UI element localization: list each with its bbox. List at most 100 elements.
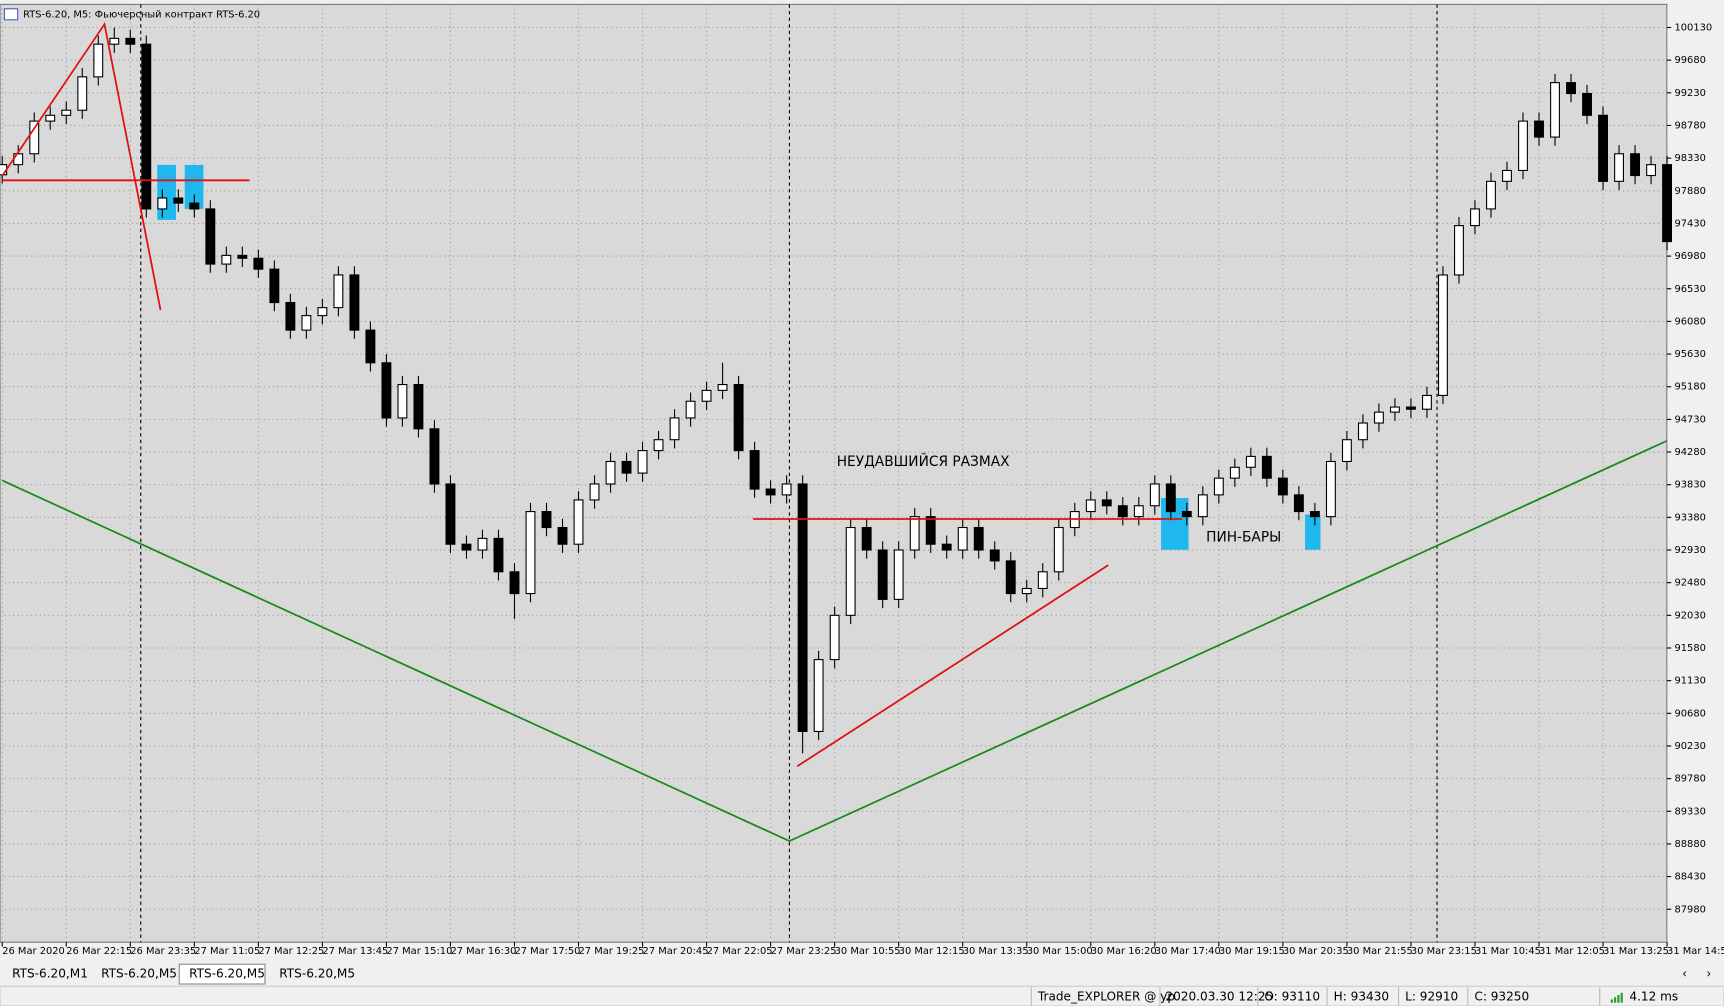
candle-body xyxy=(1229,466,1240,479)
highlight-box xyxy=(157,164,176,220)
candle-body xyxy=(1405,406,1416,410)
y-tick-label: 96980 xyxy=(1674,251,1705,262)
status-ping: 4.12 ms xyxy=(1629,990,1678,1004)
candle-body xyxy=(1357,422,1368,441)
candle-body xyxy=(477,537,488,551)
candle-body xyxy=(541,511,552,529)
candle-body xyxy=(1197,494,1208,518)
status-close: C: 93250 xyxy=(1474,990,1529,1004)
candle-body xyxy=(797,483,808,733)
candle-body xyxy=(701,389,712,402)
candle-body xyxy=(1245,455,1256,468)
candles xyxy=(0,27,1673,754)
candle-body xyxy=(1566,82,1576,95)
y-tick-label: 100130 xyxy=(1674,22,1712,33)
x-tick-label: 27 Mar 20:45 xyxy=(643,946,709,957)
plot-area xyxy=(0,3,1668,943)
candle-body xyxy=(1085,499,1096,513)
status-low: L: 92910 xyxy=(1405,990,1458,1004)
candle-body xyxy=(1213,477,1224,496)
candle-body xyxy=(1646,164,1657,177)
green-trend-line xyxy=(1,440,1668,843)
candle-body xyxy=(397,384,408,419)
candle-body xyxy=(925,516,936,545)
x-tick-label: 30 Mar 19:15 xyxy=(1219,946,1285,957)
x-tick-label: 30 Mar 16:20 xyxy=(1091,946,1157,957)
y-tick-label: 96530 xyxy=(1674,284,1705,295)
y-tick-label: 90230 xyxy=(1674,741,1705,752)
candle-body xyxy=(1454,225,1464,276)
tab[interactable]: RTS-6.20,M1 xyxy=(12,967,88,981)
candle-body xyxy=(381,362,392,419)
candle-body xyxy=(621,460,632,474)
chart-title: RTS-6.20, M5: Фьючерсный контракт RTS-6.… xyxy=(23,9,260,20)
candle-body xyxy=(1101,499,1112,507)
tab-bar xyxy=(0,963,1724,986)
x-tick-label: 27 Mar 23:25 xyxy=(771,946,837,957)
candle-body xyxy=(1582,92,1592,116)
candle-body xyxy=(125,37,136,45)
candle-body xyxy=(669,417,680,441)
candle-body xyxy=(1438,274,1448,396)
candle-body xyxy=(1133,505,1144,518)
x-tick-label: 31 Mar 14:50 xyxy=(1667,946,1724,957)
candle-body xyxy=(941,543,952,551)
candle-body xyxy=(1598,114,1608,182)
x-tick-label: 30 Mar 10:55 xyxy=(835,946,901,957)
candle-body xyxy=(573,499,584,545)
x-tick-label: 27 Mar 13:45 xyxy=(322,946,388,957)
tab-active[interactable] xyxy=(178,963,266,985)
candle-body xyxy=(1421,394,1432,410)
candle-body xyxy=(829,614,840,661)
x-tick-label: 30 Mar 15:00 xyxy=(1027,946,1093,957)
y-tick-label: 93380 xyxy=(1674,512,1705,523)
status-account: Trade_EXPLORER @ ур xyxy=(1037,990,1175,1004)
candle-body xyxy=(109,37,120,45)
tab-scroll[interactable]: › xyxy=(1706,967,1711,981)
candle-body xyxy=(1117,505,1128,518)
candle-body xyxy=(493,537,504,573)
candle-body xyxy=(237,254,248,259)
candle-body xyxy=(189,202,200,210)
x-tick-label: 30 Mar 23:15 xyxy=(1411,946,1477,957)
candle-body xyxy=(653,439,664,452)
y-tick-label: 94280 xyxy=(1674,447,1705,458)
candle-body xyxy=(525,511,536,595)
candle-body xyxy=(301,315,312,331)
y-tick-label: 92030 xyxy=(1674,610,1705,621)
signal-icon xyxy=(1610,992,1623,1003)
candle-body xyxy=(1293,494,1304,513)
red-trend-line xyxy=(1,21,162,311)
candle-body xyxy=(1181,511,1192,518)
y-tick-label: 93830 xyxy=(1674,480,1705,491)
candle-body xyxy=(1341,439,1352,463)
axes: 100130 99680 99230 98780 98330 97880 97430 9698… xyxy=(1,22,1724,957)
candle-body xyxy=(765,488,776,496)
x-tick-label: 26 Mar 23:35 xyxy=(130,946,196,957)
candle-body xyxy=(285,301,296,331)
status-dividers xyxy=(1030,987,1601,1006)
trend-lines xyxy=(1,21,1668,843)
y-tick-label: 89330 xyxy=(1674,806,1705,817)
y-tick-label: 89780 xyxy=(1674,774,1705,785)
candle-body xyxy=(317,307,328,317)
tab[interactable]: RTS-6.20,M5 xyxy=(101,967,177,981)
candle-body xyxy=(909,516,920,551)
y-tick-label: 92930 xyxy=(1674,545,1705,556)
candle-body xyxy=(429,428,440,485)
tab-scroll[interactable]: ‹ xyxy=(1682,967,1687,981)
candle-body xyxy=(813,659,824,733)
tab[interactable]: RTS-6.20,M5 xyxy=(189,967,265,981)
candle-body xyxy=(605,460,616,485)
candle-body xyxy=(845,526,856,616)
candle-body xyxy=(461,543,472,551)
y-tick-label: 95630 xyxy=(1674,349,1705,360)
candle-body xyxy=(973,526,984,551)
x-tick-label: 27 Mar 11:05 xyxy=(194,946,260,957)
y-tick-label: 96080 xyxy=(1674,316,1705,327)
tab[interactable]: RTS-6.20,M5 xyxy=(279,967,355,981)
candle-body xyxy=(77,76,88,111)
candle-body xyxy=(717,384,728,391)
